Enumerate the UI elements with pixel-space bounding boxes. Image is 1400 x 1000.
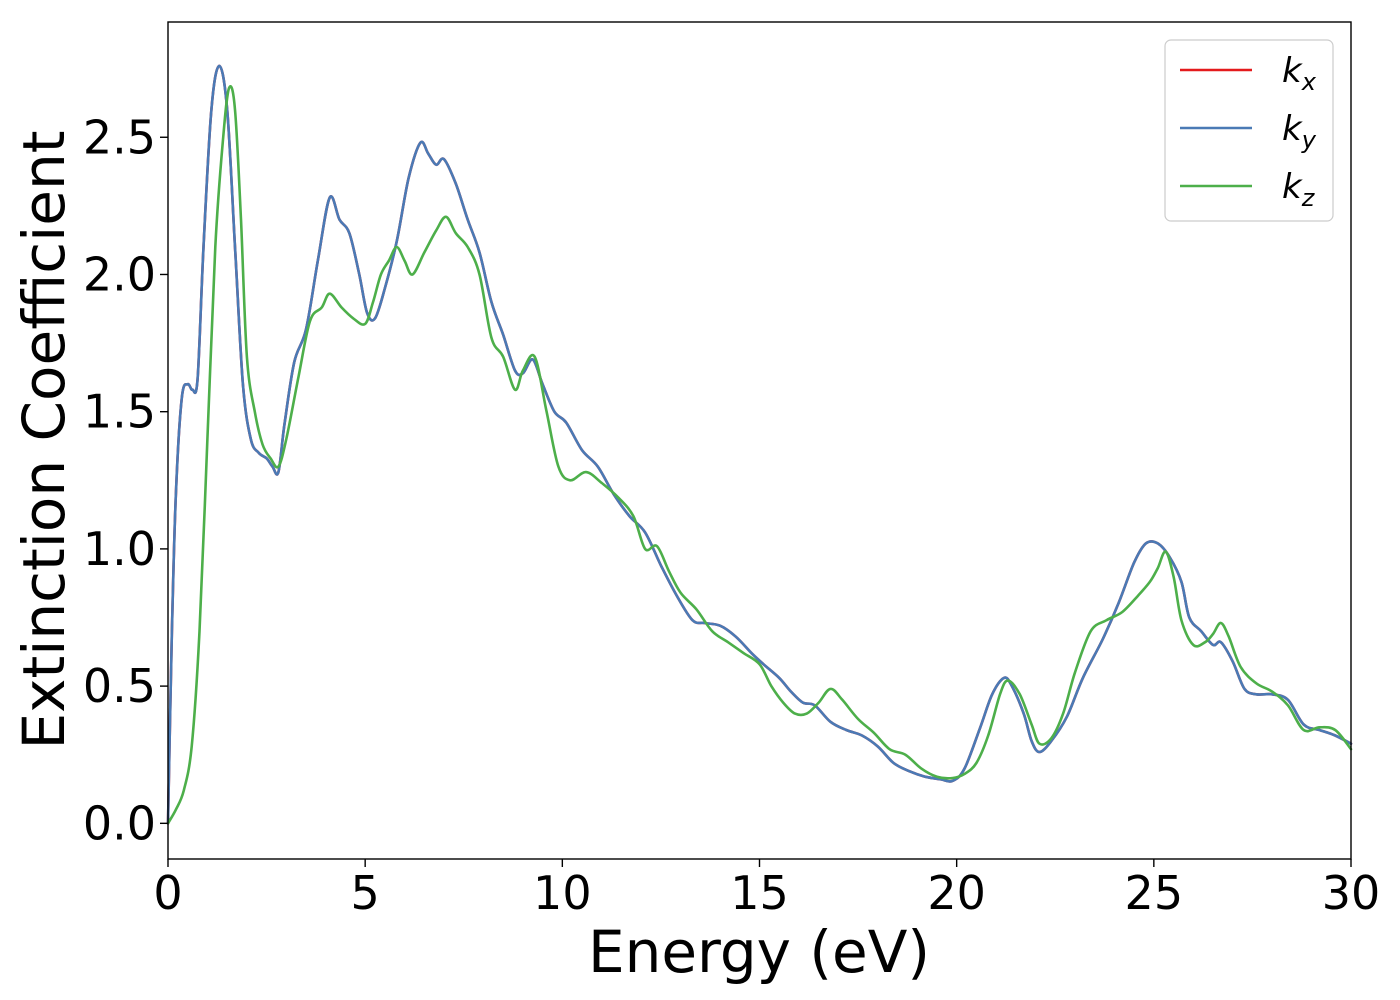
y-tick-label: 1.5 [83,385,156,439]
series-layer [166,64,1353,825]
y-axis-ticks: 0.0 0.5 1.0 1.5 2.0 2.5 [83,110,168,850]
x-tick-label: 10 [533,866,592,920]
y-axis-label: Extinction Coefficient [10,131,78,750]
legend: kx ky kz [1164,39,1334,222]
plot-area [168,22,1351,859]
x-axis-label: Energy (eV) [588,918,930,986]
y-tick-label: 2.5 [83,110,156,164]
legend-label-x: kx [1282,51,1317,96]
series-line-z [166,85,1353,825]
legend-frame [1164,39,1334,222]
x-tick-label: 5 [351,866,380,920]
legend-label-z: kz [1282,167,1316,212]
y-tick-label: 2.0 [83,247,156,301]
x-tick-label: 30 [1322,866,1381,920]
x-tick-label: 15 [730,866,789,920]
y-tick-label: 0.5 [83,659,156,713]
x-tick-label: 25 [1125,866,1184,920]
y-tick-label: 0.0 [83,796,156,850]
x-tick-label: 20 [927,866,986,920]
y-tick-label: 1.0 [83,522,156,576]
x-axis-ticks: 0 5 10 15 20 25 30 [153,859,1380,920]
legend-label-y: ky [1282,109,1317,154]
x-tick-label: 0 [153,866,182,920]
